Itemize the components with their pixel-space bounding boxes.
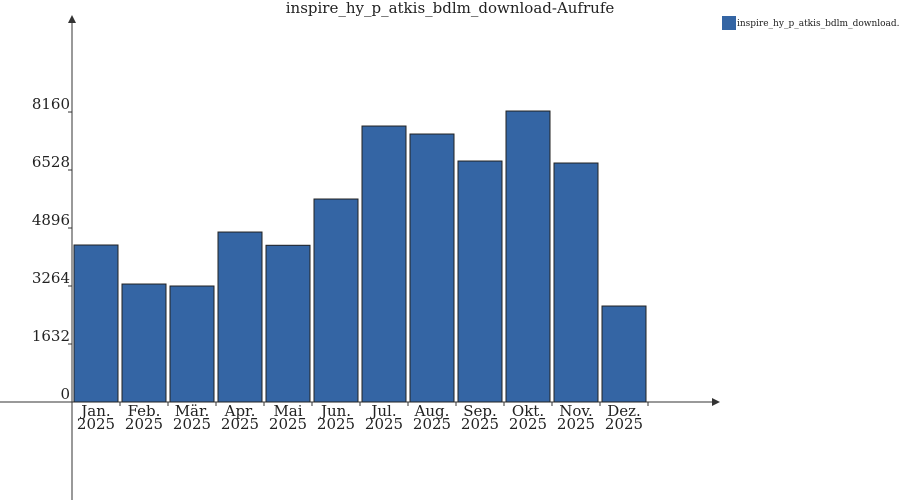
x-tick-label: Jul. (369, 402, 396, 420)
y-tick-label: 0 (60, 385, 70, 403)
bar (505, 110, 551, 403)
x-tick-label: 2025 (317, 415, 355, 433)
x-tick-label: Apr. (224, 402, 256, 420)
x-tick-label: 2025 (125, 415, 163, 433)
bar (169, 285, 215, 403)
x-tick-label: Mai (273, 402, 302, 420)
x-tick-label: Okt. (512, 402, 544, 420)
x-tick-label: Dez. (607, 402, 641, 420)
x-axis-arrow (712, 398, 720, 406)
bar (409, 133, 455, 403)
legend-label: inspire_hy_p_atkis_bdlm_download... (737, 19, 900, 29)
x-tick-label: Feb. (128, 402, 161, 420)
x-tick-label: Aug. (414, 402, 450, 420)
x-tick-label: 2025 (77, 415, 115, 433)
y-tick-label: 3264 (32, 269, 70, 287)
x-tick-label: 2025 (557, 415, 595, 433)
legend-swatch (722, 16, 736, 30)
x-tick-label: 2025 (269, 415, 307, 433)
y-tick-label: 6528 (32, 153, 70, 171)
bar (121, 283, 167, 403)
x-tick-label: Jan. (79, 402, 110, 420)
bar (361, 125, 407, 403)
y-axis-arrow (68, 15, 76, 23)
x-tick-label: 2025 (173, 415, 211, 433)
x-tick-label: 2025 (221, 415, 259, 433)
bar (265, 244, 311, 403)
bar (73, 244, 119, 403)
x-tick-label: Jun. (319, 402, 351, 420)
x-tick-label: 2025 (461, 415, 499, 433)
x-tick-label: 2025 (605, 415, 643, 433)
y-tick-label: 1632 (32, 327, 70, 345)
x-tick-label: Mär. (175, 402, 210, 420)
x-tick-label: Sep. (463, 402, 497, 420)
x-tick-label: 2025 (365, 415, 403, 433)
chart-title: inspire_hy_p_atkis_bdlm_download-Aufrufe (286, 0, 615, 17)
bar (313, 198, 359, 403)
bar (457, 160, 503, 403)
y-tick-label: 8160 (32, 95, 70, 113)
x-tick-label: 2025 (509, 415, 547, 433)
bar (601, 305, 647, 403)
bar (553, 162, 599, 403)
x-tick-label: 2025 (413, 415, 451, 433)
x-tick-label: Nov. (559, 402, 593, 420)
bar (217, 231, 263, 403)
y-tick-label: 4896 (32, 211, 70, 229)
